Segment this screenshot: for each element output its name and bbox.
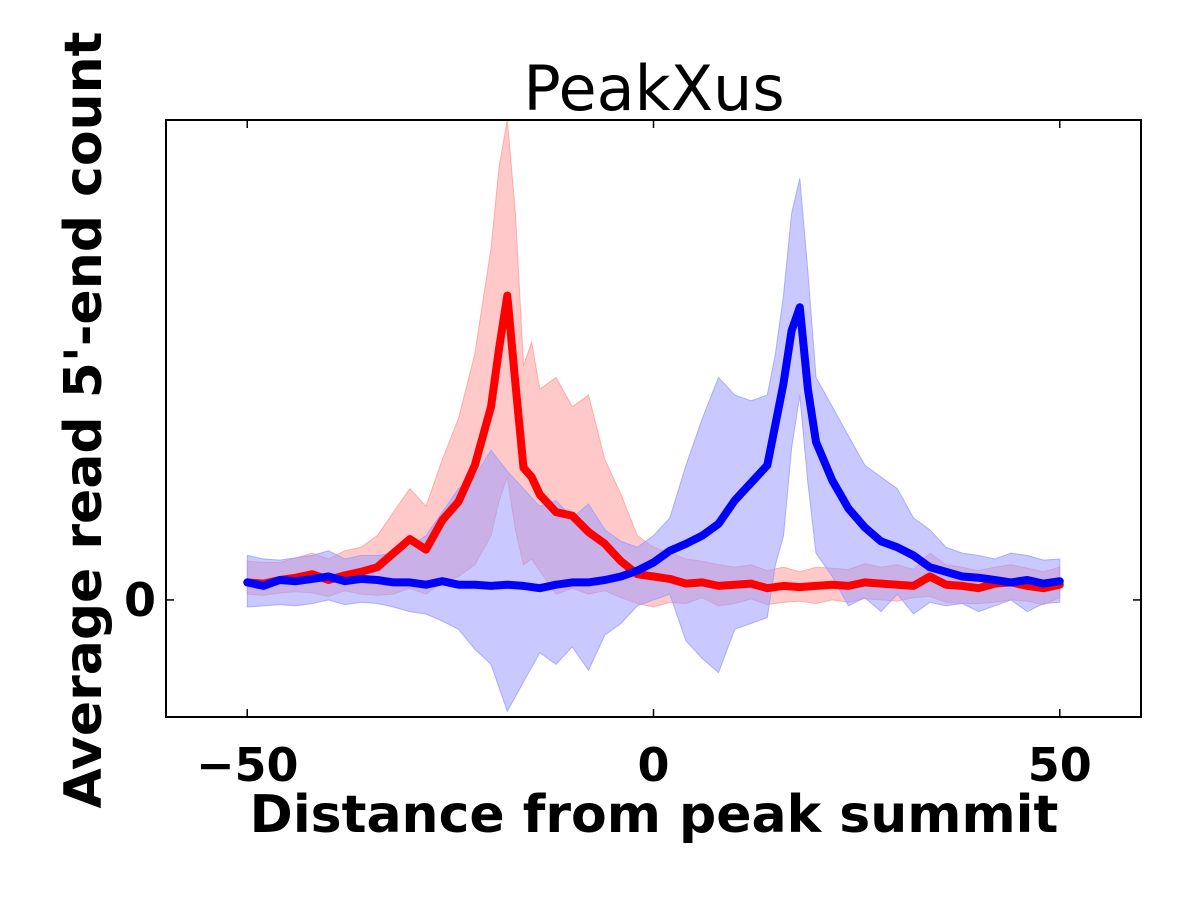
x-axis-label: Distance from peak summit [250,785,1059,845]
y-axis-label: Average read 5'-end count [54,32,114,809]
x-tick-label: 50 [1028,738,1092,792]
x-tick-label: 0 [637,738,669,792]
chart-title: PeakXus [523,52,784,125]
axis-ticks: −50 0 50 0 [124,120,1141,792]
confidence-bands [246,119,1061,713]
series-2-line [243,303,1064,593]
series-2-band [246,178,1061,713]
series-lines [243,291,1064,593]
series-1-line [243,291,1064,593]
x-tick-label: −50 [196,738,299,792]
y-tick-label: 0 [124,573,156,627]
